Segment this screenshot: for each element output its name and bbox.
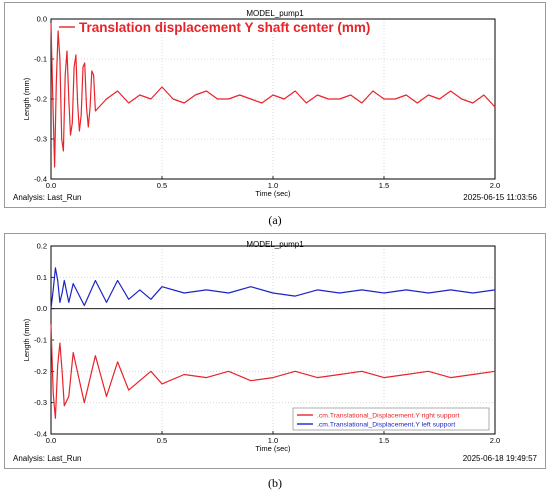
y-tick-label: 0.0 bbox=[37, 15, 47, 24]
legend-box bbox=[292, 407, 490, 431]
y-tick-label: -0.3 bbox=[34, 398, 47, 407]
x-axis-label: Time (sec) bbox=[255, 189, 291, 198]
x-tick-label: 1.0 bbox=[268, 436, 278, 445]
y-axis-label: Length (mm) bbox=[22, 318, 31, 361]
x-tick-label: 1.0 bbox=[268, 181, 278, 190]
timestamp-b: 2025-06-18 19:49:57 bbox=[462, 454, 537, 463]
chart-title-b: MODEL_pump1 bbox=[246, 240, 304, 249]
chart-frame-b: MODEL_pump1 0.0 0.5 1.0 1.5 2.0 0.2 0.1 0.0 -0.1… bbox=[4, 233, 546, 469]
x-axis-label: Time (sec) bbox=[255, 444, 291, 453]
timestamp-a: 2025-06-15 11:03:56 bbox=[463, 193, 537, 202]
x-tick-label: 0.5 bbox=[157, 436, 167, 445]
series-line bbox=[50, 324, 496, 419]
x-tick-label: 1.5 bbox=[379, 181, 389, 190]
chart-frame-a: MODEL_pump1 0.0 0.5 1.0 1.5 2.0 0.0 -0.1 -0.2 -0… bbox=[4, 2, 546, 208]
caption-b: (b) bbox=[268, 476, 282, 490]
legend-label: .cm.Translational_Displacement.Y right s… bbox=[317, 413, 460, 420]
y-tick-label: -0.1 bbox=[34, 55, 47, 64]
legend-label: .cm.Translational_Displacement.Y left su… bbox=[317, 422, 455, 429]
x-tick-label: 1.5 bbox=[379, 436, 389, 445]
y-tick-label: -0.1 bbox=[34, 336, 47, 345]
x-tick-label: 0.0 bbox=[46, 436, 56, 445]
x-tick-label: 0.5 bbox=[157, 181, 167, 190]
caption-a: (a) bbox=[268, 213, 282, 227]
y-tick-label: -0.4 bbox=[34, 430, 47, 439]
x-tick-label: 2.0 bbox=[490, 436, 500, 445]
analysis-label-a: Analysis: Last_Run bbox=[13, 193, 82, 202]
y-tick-label: -0.3 bbox=[34, 135, 47, 144]
x-tick-label: 0.0 bbox=[46, 181, 56, 190]
y-tick-label: -0.2 bbox=[34, 367, 47, 376]
y-tick-label: 0.1 bbox=[37, 273, 47, 282]
y-axis-label: Length (mm) bbox=[22, 77, 31, 120]
series-line bbox=[50, 22, 496, 168]
line-chart-a: 0.0 0.5 1.0 1.5 2.0 0.0 -0.1 -0.2 -0.3 -0.4 Time (… bbox=[22, 15, 500, 199]
y-tick-label: -0.2 bbox=[34, 95, 47, 104]
x-tick-label: 2.0 bbox=[490, 181, 500, 190]
chart-title-a: MODEL_pump1 bbox=[246, 9, 304, 18]
analysis-label-b: Analysis: Last_Run bbox=[13, 454, 82, 463]
y-tick-label: -0.4 bbox=[34, 175, 47, 184]
legend-label: Translation displacement Y shaft center … bbox=[79, 20, 370, 35]
chart-panel-b: MODEL_pump1 0.0 0.5 1.0 1.5 2.0 0.2 0.1 0.0 -0.1… bbox=[4, 233, 546, 469]
series-line bbox=[50, 267, 496, 309]
line-chart-b: 0.0 0.5 1.0 1.5 2.0 0.2 0.1 0.0 -0.1 -0.2 -0.3 -0.4… bbox=[22, 242, 500, 454]
y-tick-label: 0.2 bbox=[37, 242, 47, 251]
chart-panel-a: MODEL_pump1 0.0 0.5 1.0 1.5 2.0 0.0 -0.1 -0.2 -0… bbox=[4, 2, 546, 208]
y-tick-label: 0.0 bbox=[37, 304, 47, 313]
